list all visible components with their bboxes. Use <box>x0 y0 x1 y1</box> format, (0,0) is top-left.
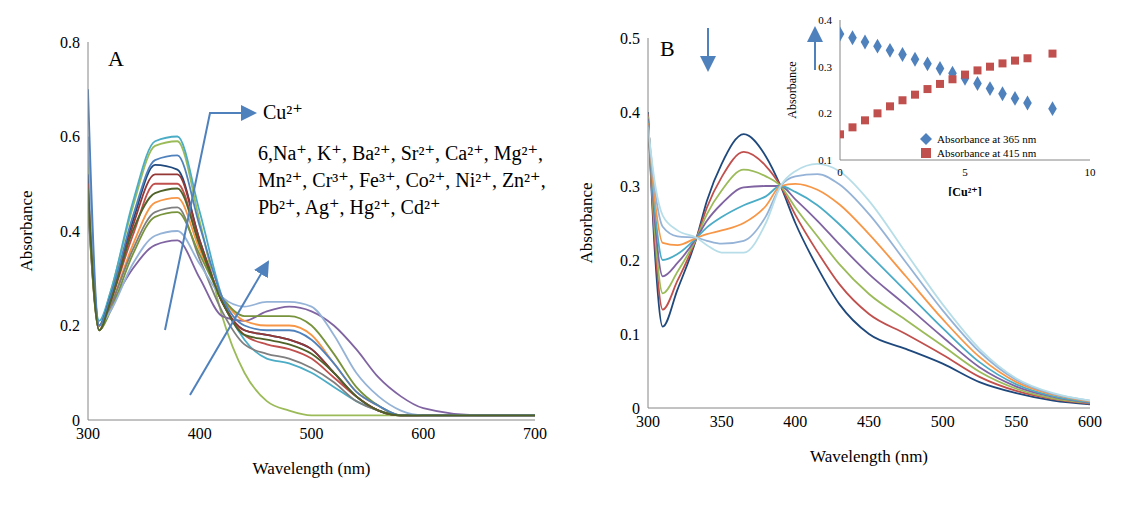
svg-text:5: 5 <box>962 166 968 178</box>
svg-text:0.2: 0.2 <box>60 317 80 334</box>
svg-text:300: 300 <box>76 425 100 443</box>
svg-text:0.3: 0.3 <box>818 61 832 73</box>
html-text:A: A <box>108 46 124 71</box>
html-text:6,Na⁺, K⁺, Ba²⁺, Sr²⁺, Ca²⁺, M: 6,Na⁺, K⁺, Ba²⁺, Sr²⁺, Ca²⁺, Mg²⁺, Mn²⁺,… <box>258 142 546 218</box>
svg-text:400: 400 <box>188 425 212 442</box>
svg-text:[Cu²⁺]: [Cu²⁺] <box>948 185 981 196</box>
svg-text:600: 600 <box>1078 413 1102 430</box>
svg-text:0.1: 0.1 <box>818 154 832 166</box>
svg-text:500: 500 <box>300 425 324 442</box>
html-text:B: B <box>660 36 675 61</box>
svg-text:0.1: 0.1 <box>620 326 640 343</box>
svg-text:0.6: 0.6 <box>60 128 80 145</box>
svg-text:300: 300 <box>636 413 660 431</box>
svg-text:0.5: 0.5 <box>620 30 640 47</box>
svg-text:0: 0 <box>632 400 640 417</box>
svg-text:0.4: 0.4 <box>620 104 640 121</box>
svg-text:Absorbance: Absorbance <box>17 190 36 271</box>
svg-text:0.3: 0.3 <box>620 178 640 195</box>
svg-text:0: 0 <box>72 412 80 429</box>
svg-text:600: 600 <box>411 425 435 442</box>
svg-text:550: 550 <box>1004 413 1028 430</box>
svg-text:350: 350 <box>710 413 734 430</box>
svg-text:Wavelength (nm): Wavelength (nm) <box>252 459 370 478</box>
svg-text:700: 700 <box>523 425 547 442</box>
svg-text:0.4: 0.4 <box>818 14 832 26</box>
svg-text:Wavelength (nm): Wavelength (nm) <box>810 447 928 466</box>
svg-text:10: 10 <box>1085 166 1097 178</box>
svg-text:450: 450 <box>857 413 881 430</box>
html-text:Absorbance at 415 nm: Absorbance at 415 nm <box>937 147 1037 159</box>
svg-text:0.4: 0.4 <box>60 223 80 240</box>
html-text:Absorbance at 365 nm: Absorbance at 365 nm <box>937 133 1037 145</box>
svg-text:0.8: 0.8 <box>60 34 80 51</box>
svg-text:0.2: 0.2 <box>620 252 640 269</box>
html-text:Cu²⁺: Cu²⁺ <box>263 101 303 123</box>
svg-text:0.2: 0.2 <box>818 107 832 119</box>
svg-text:Absorbance: Absorbance <box>785 61 799 118</box>
svg-text:0: 0 <box>837 166 843 178</box>
svg-text:Absorbance: Absorbance <box>577 182 596 263</box>
svg-text:500: 500 <box>931 413 955 430</box>
svg-text:400: 400 <box>783 413 807 430</box>
